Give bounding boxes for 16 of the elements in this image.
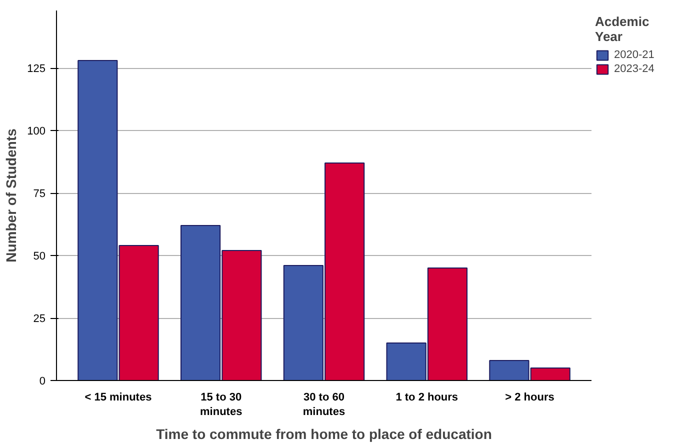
- x-tick-label: < 15 minutes: [84, 392, 152, 404]
- y-axis-title: Number of Students: [3, 128, 20, 262]
- y-tick-label: 25: [33, 313, 46, 325]
- legend-label: 2020-21: [614, 49, 654, 61]
- x-tick-label: 15 to 30 minutes: [200, 392, 242, 418]
- x-tick-label: 30 to 60 minutes: [302, 392, 346, 418]
- y-tick-label: 50: [33, 250, 46, 262]
- legend-title: Acdemic Year: [595, 14, 650, 44]
- y-tick-label: 125: [27, 63, 46, 75]
- y-tick-label: 0: [39, 376, 46, 388]
- y-tick-label: 100: [27, 126, 46, 138]
- x-tick-label: 1 to 2 hours: [396, 392, 458, 404]
- x-axis-title: Time to commute from home to place of education: [156, 426, 492, 442]
- legend-label: 2023-24: [614, 63, 654, 75]
- x-tick-label: > 2 hours: [505, 392, 554, 404]
- y-tick-label: 75: [33, 188, 46, 200]
